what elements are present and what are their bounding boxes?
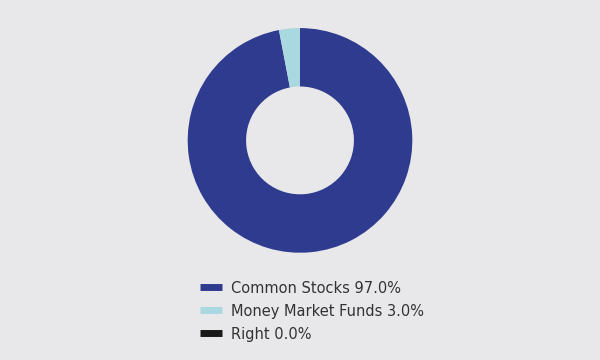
Wedge shape: [279, 28, 300, 87]
Wedge shape: [188, 28, 412, 253]
Legend: Common Stocks 97.0%, Money Market Funds 3.0%, Right 0.0%: Common Stocks 97.0%, Money Market Funds …: [193, 274, 431, 349]
